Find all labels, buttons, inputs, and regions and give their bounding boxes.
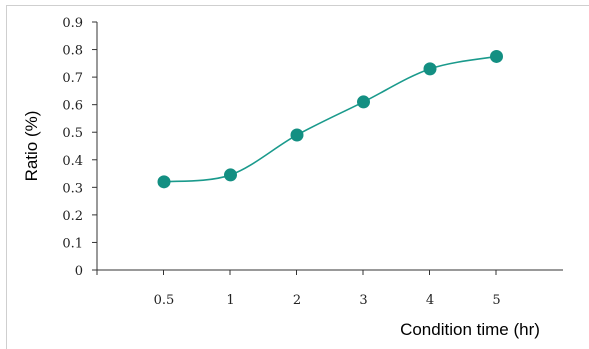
series-layer [164,56,497,181]
x-tick-label: 4 [426,293,434,308]
data-point [357,95,370,108]
y-tick-label: 0.2 [62,209,83,224]
y-tick-label: 0.6 [62,99,83,114]
x-ticks: 0.5 1 2 3 4 5 [97,270,501,308]
y-tick-label: 0.1 [62,236,83,251]
x-tick-label: 0.5 [154,293,175,308]
data-point [224,168,237,181]
y-tick-label: 0.4 [62,154,83,169]
y-ticks: 0 0.1 0.2 0.3 0.4 0.5 0.6 0.7 0.8 0.9 [62,16,97,279]
y-tick-label: 0.7 [62,71,83,86]
x-tick-label: 5 [492,293,500,308]
y-tick-label: 0 [75,264,83,279]
data-point [424,62,437,75]
data-point [291,128,304,141]
y-tick-label: 0.3 [62,181,83,196]
y-tick-label: 0.8 [62,44,83,59]
x-axis-label: Condition time (hr) [400,320,540,339]
y-tick-label: 0.5 [62,126,83,141]
markers-layer [158,50,504,188]
series-line [164,56,497,181]
x-tick-label: 1 [226,293,234,308]
data-point [490,50,503,63]
x-tick-label: 2 [293,293,301,308]
y-tick-label: 0.9 [62,16,83,31]
data-point [158,175,171,188]
x-tick-label: 3 [359,293,367,308]
y-axis-label: Ratio (%) [22,111,41,182]
